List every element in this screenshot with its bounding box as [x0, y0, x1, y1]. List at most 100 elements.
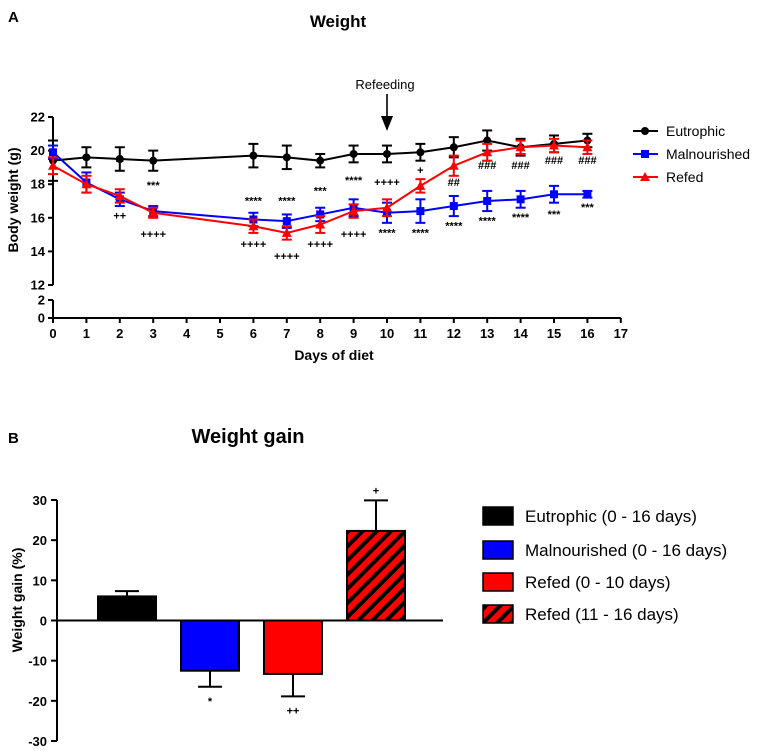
y-tick-label: 0	[38, 311, 45, 326]
significance-label: ****	[245, 195, 263, 207]
svg-text:Malnourished: Malnourished	[666, 146, 750, 162]
data-point	[82, 153, 91, 162]
y-tick-label: 30	[33, 493, 47, 508]
y-tick-label: 20	[33, 533, 47, 548]
significance-label: ****	[412, 227, 430, 239]
significance-label: ****	[378, 227, 396, 239]
series-refed	[48, 137, 593, 241]
refeeding-arrow-head	[381, 116, 393, 131]
significance-label: ###	[578, 155, 596, 167]
data-point	[482, 147, 493, 157]
data-point	[483, 197, 492, 205]
bar-2	[180, 619, 240, 672]
svg-text:Eutrophic (0 - 16 days): Eutrophic (0 - 16 days)	[525, 507, 697, 526]
significance-label: *	[208, 696, 213, 708]
y-tick-label: 22	[31, 110, 45, 125]
legend-b-malnourished: Malnourished (0 - 16 days)	[482, 540, 727, 560]
panel-a-xlabel: Days of diet	[294, 347, 374, 363]
significance-label: ++++	[274, 251, 300, 263]
y-tick-label: 0	[40, 614, 47, 629]
data-point	[148, 207, 159, 217]
x-tick-label: 12	[447, 326, 461, 341]
refeeding-annotation: Refeeding	[355, 77, 414, 92]
legend-eutrophic: Eutrophic	[633, 123, 725, 139]
y-tick-label: 12	[31, 278, 45, 293]
data-point	[249, 151, 258, 160]
legend-b: Eutrophic (0 - 16 days) Malnourished (0 …	[482, 506, 727, 624]
significance-label: ++++	[140, 229, 166, 241]
data-point	[449, 143, 458, 152]
significance-label: +	[373, 485, 379, 497]
significance-label: ++++	[374, 177, 400, 189]
x-tick-label: 4	[183, 326, 191, 341]
y-tick-label: -10	[28, 654, 47, 669]
x-tick-label: 6	[250, 326, 257, 341]
data-point	[516, 195, 525, 204]
significance-label: ++++	[241, 239, 267, 251]
data-point	[382, 202, 392, 212]
y-tick-label: -20	[28, 694, 47, 709]
bar-4	[346, 529, 406, 622]
panel-a-label: A	[8, 9, 19, 26]
significance-label: ****	[512, 212, 530, 224]
significance-label: ***	[581, 202, 595, 214]
data-point	[383, 149, 391, 158]
data-point	[583, 190, 592, 199]
data-point	[49, 148, 57, 157]
data-point	[549, 140, 559, 150]
x-tick-label: 13	[480, 326, 494, 341]
significance-label: ++++	[341, 229, 367, 241]
x-tick-label: 0	[49, 326, 56, 341]
y-tick-label: 10	[33, 573, 47, 588]
data-point	[115, 155, 124, 163]
y-tick-label: 16	[31, 210, 45, 225]
y-tick-label: 2	[38, 293, 45, 308]
x-tick-label: 7	[283, 326, 290, 341]
data-point	[316, 210, 325, 219]
significance-label: ++	[287, 705, 300, 717]
data-point	[282, 217, 291, 226]
data-point	[282, 153, 291, 162]
legend-b-refed-11-16: Refed (11 - 16 days)	[482, 604, 679, 624]
data-point	[149, 156, 158, 165]
y-tick-label: 14	[31, 244, 46, 259]
data-point	[48, 160, 58, 170]
x-tick-label: 2	[116, 326, 123, 341]
x-tick-label: 10	[380, 326, 394, 341]
data-point	[582, 142, 593, 152]
significance-label: +	[417, 165, 423, 177]
panel-a-title: Weight	[310, 12, 367, 31]
significance-label: **	[116, 157, 125, 169]
data-point	[248, 221, 259, 231]
legend-refed: Refed	[633, 169, 703, 185]
data-point	[316, 156, 325, 165]
y-tick-label: -30	[28, 734, 47, 749]
significance-label: ##	[448, 177, 460, 189]
legend-b-eutrophic: Eutrophic (0 - 16 days)	[482, 506, 697, 526]
data-point	[550, 190, 558, 199]
data-point	[81, 179, 92, 189]
x-tick-label: 1	[83, 326, 90, 341]
legend-malnourished: Malnourished	[633, 146, 750, 162]
bar-3	[263, 619, 323, 675]
panel-b-label: B	[8, 430, 19, 447]
significance-label: ###	[511, 160, 529, 172]
data-point	[416, 207, 425, 216]
data-point	[349, 149, 358, 158]
significance-label: ****	[445, 221, 463, 233]
x-tick-label: 3	[150, 326, 157, 341]
y-tick-label: 20	[31, 143, 45, 158]
data-point	[315, 219, 326, 229]
panel-a-ylabel: Body weight (g)	[5, 148, 21, 253]
significance-label: ++++	[307, 239, 333, 251]
x-tick-label: 17	[614, 326, 628, 341]
legend-a: Eutrophic Malnourished Refed	[633, 123, 750, 185]
legend-b-refed-0-10: Refed (0 - 10 days)	[482, 572, 671, 592]
significance-label: ###	[478, 160, 496, 172]
svg-text:Refed: Refed	[666, 169, 703, 185]
data-point	[281, 227, 292, 237]
significance-label: ****	[345, 175, 363, 187]
